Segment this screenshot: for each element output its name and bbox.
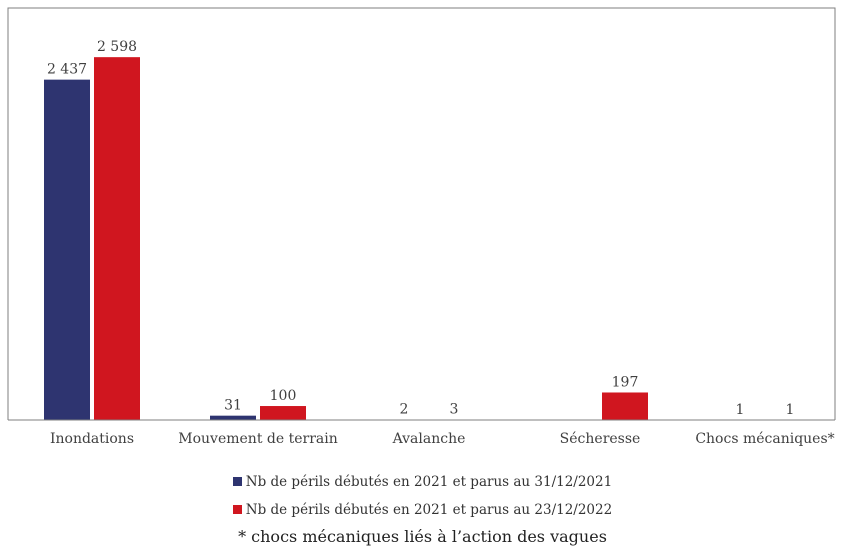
category-label-3: Avalanche: [392, 431, 466, 447]
bar-series-2-4: [602, 392, 648, 420]
legend-swatch-series-1: [233, 477, 242, 486]
bar-series-1-1: [44, 80, 90, 420]
legend: Nb de périls débutés en 2021 et parus au…: [0, 468, 845, 524]
bar-series-2-1: [94, 57, 140, 420]
bar-series-2-2: [260, 406, 306, 420]
legend-label-series-1: Nb de périls débutés en 2021 et parus au…: [246, 474, 612, 490]
value-label-series-1-5: 1: [736, 402, 745, 418]
value-label-series-2-1: 2 598: [97, 39, 137, 55]
bar-series-1-2: [210, 416, 256, 420]
chart-footnote: * chocs mécaniques liés à l’action des v…: [0, 527, 845, 546]
value-label-series-2-4: 197: [612, 374, 639, 390]
category-labels-layer: Inondations Mouvement de terrain Avalanche…: [50, 431, 835, 447]
value-label-series-2-3: 3: [450, 402, 459, 418]
category-label-4: Sécheresse: [560, 431, 641, 447]
category-label-5: Chocs mécaniques*: [695, 431, 834, 447]
bars-layer: [44, 57, 813, 420]
category-label-2: Mouvement de terrain: [178, 431, 337, 447]
value-label-series-2-5: 1: [786, 402, 795, 418]
value-labels-layer: 2 437 2 598 31 100 2 3 197 1 1: [47, 39, 795, 418]
legend-entry-series-2: Nb de périls débutés en 2021 et parus au…: [0, 496, 845, 524]
category-label-1: Inondations: [50, 431, 134, 447]
value-label-series-1-3: 2: [400, 402, 409, 418]
value-label-series-1-1: 2 437: [47, 62, 87, 78]
legend-label-series-2: Nb de périls débutés en 2021 et parus au…: [246, 502, 612, 518]
value-label-series-1-2: 31: [224, 398, 242, 414]
legend-entry-series-1: Nb de périls débutés en 2021 et parus au…: [0, 468, 845, 496]
legend-swatch-series-2: [233, 505, 242, 514]
value-label-series-2-2: 100: [270, 388, 297, 404]
